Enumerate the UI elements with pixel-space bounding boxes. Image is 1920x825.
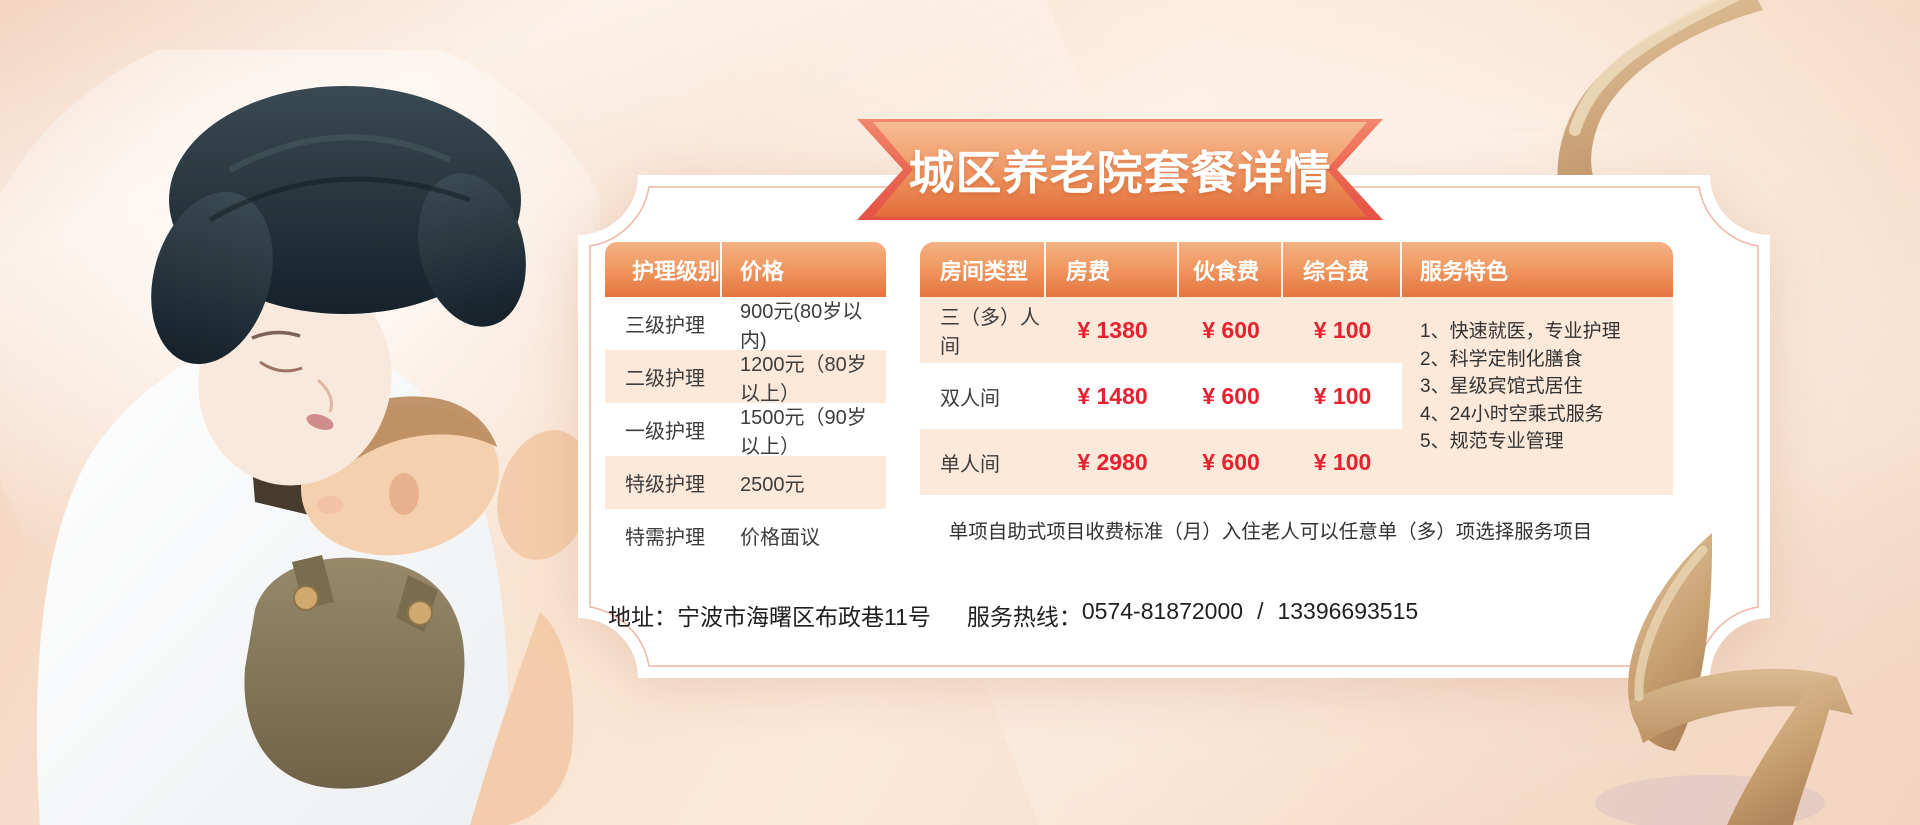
care-table-row: 一级护理 1500元（90岁以上） <box>605 403 886 458</box>
care-level-cell: 特级护理 <box>625 474 705 496</box>
care-header-level: 护理级别 <box>605 242 722 297</box>
banner-front-layer <box>873 122 1367 217</box>
care-level-cell: 二级护理 <box>625 368 705 390</box>
care-price-cell: 价格面议 <box>740 527 820 549</box>
gold-ribbon-bottom-icon <box>1595 533 1853 825</box>
misc-fee-cell: ¥ 100 <box>1313 448 1372 475</box>
hotline-line: 服务热线： 0574-81872000 / 13396693515 <box>967 598 1418 632</box>
care-price-cell: 1200元（80岁以上） <box>740 353 867 405</box>
room-price-table: 房间类型 房费 伙食费 综合费 服务特色 三（多）人间 ¥ 1380 ¥ 600… <box>920 242 1673 563</box>
food-fee-cell: ¥ 600 <box>1202 448 1260 475</box>
care-level-table: 护理级别 价格 三级护理 900元(80岁以内) 二级护理 1200元（80岁以… <box>605 242 886 562</box>
service-features-list: 1、快速就医，专业护理 2、科学定制化膳食 3、星级宾馆式居住 4、24小时空乘… <box>1402 297 1673 495</box>
poster-title: 城区养老院套餐详情 <box>908 146 1332 199</box>
room-table-body: 三（多）人间 ¥ 1380 ¥ 600 ¥ 100 双人间 ¥ 1480 ¥ 6… <box>920 297 1673 495</box>
room-type-cell: 双人间 <box>940 387 1000 410</box>
care-table-row: 特级护理 2500元 <box>605 456 886 509</box>
room-table-header: 房间类型 房费 伙食费 综合费 服务特色 <box>920 242 1673 297</box>
photo-caregiver-and-baby <box>0 50 600 825</box>
misc-fee-cell: ¥ 100 <box>1313 316 1372 343</box>
woman-eyebrow <box>251 330 301 340</box>
address-value: 宁波市海曙区布政巷11号 <box>677 604 931 630</box>
package-note: 单项自助式项目收费标准（月）入住老人可以任意单（多）项选择服务项目 <box>920 495 1673 563</box>
phone-separator: / <box>1257 598 1264 624</box>
care-header-price: 价格 <box>740 258 785 284</box>
care-price-cell: 2500元 <box>740 474 805 496</box>
care-level-cell: 三级护理 <box>625 315 705 337</box>
care-table-header: 护理级别 价格 <box>605 242 886 297</box>
woman-nose <box>316 378 333 413</box>
room-type-cell: 三（多）人间 <box>940 307 1040 358</box>
care-level-cell: 一级护理 <box>625 421 705 443</box>
baby-ear <box>389 473 419 515</box>
care-table-row: 三级护理 900元(80岁以内) <box>605 297 886 352</box>
contact-footer: 地址： 宁波市海曙区布政巷11号 服务热线： 0574-81872000 / 1… <box>608 595 1748 635</box>
room-header-food-fee: 伙食费 <box>1179 242 1283 297</box>
room-rows: 三（多）人间 ¥ 1380 ¥ 600 ¥ 100 双人间 ¥ 1480 ¥ 6… <box>920 297 1402 495</box>
room-header-features: 服务特色 <box>1420 258 1509 284</box>
woman-hand <box>497 430 593 560</box>
feature-item: 1、快速就医，专业护理 <box>1420 321 1621 342</box>
room-header-room-fee: 房费 <box>1046 242 1179 297</box>
feature-item: 5、规范专业管理 <box>1420 431 1564 452</box>
woman-forearm <box>470 612 574 825</box>
room-table-row: 三（多）人间 ¥ 1380 ¥ 600 ¥ 100 <box>920 297 1402 363</box>
overall-button <box>407 600 433 626</box>
woman-eye <box>259 360 303 373</box>
feature-item: 2、科学定制化膳食 <box>1420 348 1583 370</box>
room-fee-cell: ¥ 1380 <box>1077 316 1148 343</box>
care-table-row: 特需护理 价格面议 <box>605 509 886 562</box>
room-type-cell: 单人间 <box>940 453 1000 476</box>
address-line: 地址： 宁波市海曙区布政巷11号 <box>608 598 931 632</box>
phone-primary: 0574-81872000 <box>1081 598 1244 624</box>
room-fee-cell: ¥ 1480 <box>1077 382 1148 409</box>
misc-fee-cell: ¥ 100 <box>1313 382 1372 409</box>
food-fee-cell: ¥ 600 <box>1202 316 1260 343</box>
care-level-cell: 特需护理 <box>625 527 705 549</box>
food-fee-cell: ¥ 600 <box>1202 382 1260 409</box>
room-header-misc-fee: 综合费 <box>1283 242 1402 297</box>
feature-item: 4、24小时空乘式服务 <box>1420 403 1604 425</box>
room-header-type: 房间类型 <box>920 242 1046 297</box>
room-fee-cell: ¥ 2980 <box>1077 448 1148 475</box>
feature-item: 3、星级宾馆式居住 <box>1420 376 1583 397</box>
info-card: 城区养老院套餐详情 护理级别 价格 三级护理 900元(80岁以内) 二级护理 … <box>578 175 1770 678</box>
phone-secondary: 13396693515 <box>1277 598 1419 624</box>
title-banner: 城区养老院套餐详情 <box>873 122 1367 217</box>
care-price-cell: 900元(80岁以内) <box>740 300 863 352</box>
hotline-label: 服务热线： <box>966 604 1082 630</box>
care-table-row: 二级护理 1200元（80岁以上） <box>605 350 886 405</box>
room-table-row: 双人间 ¥ 1480 ¥ 600 ¥ 100 <box>920 363 1402 429</box>
card-inner-border <box>589 186 1759 667</box>
woman-lips <box>306 414 334 430</box>
care-price-cell: 1500元（90岁以上） <box>740 406 867 458</box>
room-table-row: 单人间 ¥ 2980 ¥ 600 ¥ 100 <box>920 429 1402 495</box>
overall-button <box>293 585 319 611</box>
address-label: 地址： <box>608 604 677 630</box>
